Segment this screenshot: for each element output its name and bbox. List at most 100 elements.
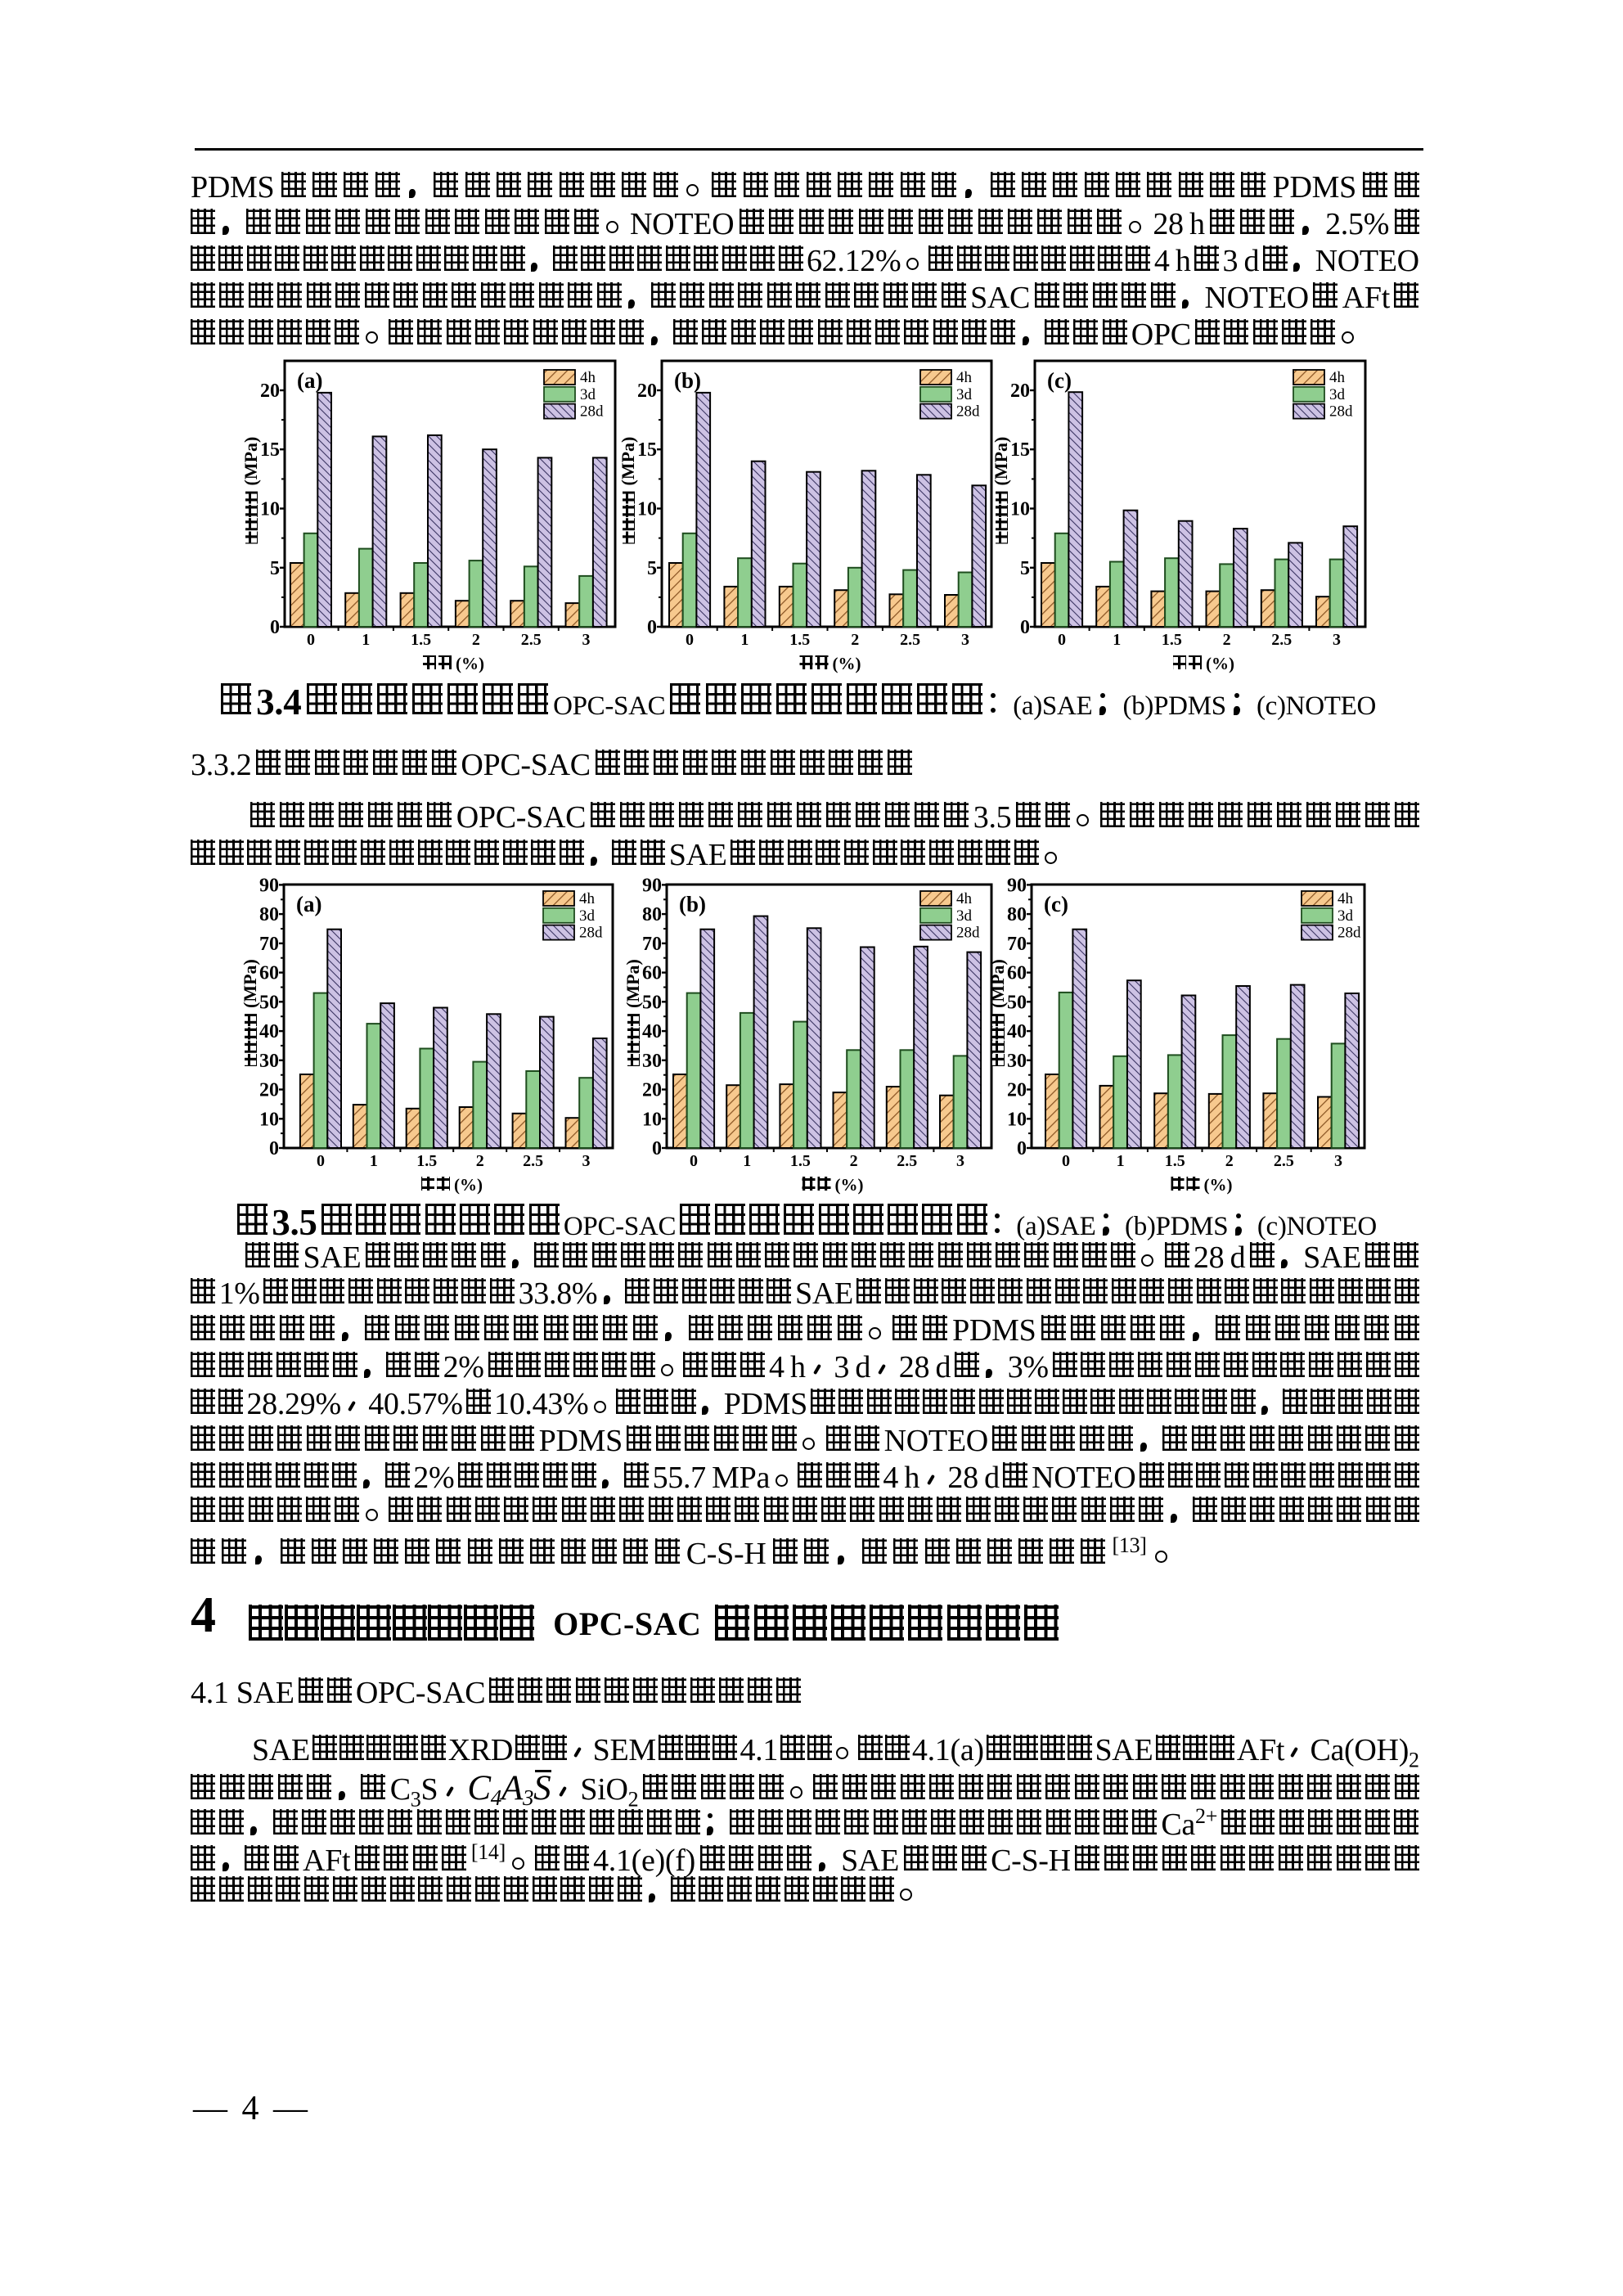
svg-text:70: 70: [642, 934, 662, 955]
svg-text:10: 10: [259, 1109, 279, 1130]
svg-text:90: 90: [259, 875, 279, 896]
svg-text:(c): (c): [1047, 368, 1072, 393]
svg-text:28d: 28d: [1338, 925, 1361, 942]
svg-text:(MPa): (MPa): [240, 959, 260, 1008]
svg-text:1: 1: [362, 631, 370, 649]
svg-text:80: 80: [642, 904, 662, 925]
svg-text:(%): (%): [1206, 654, 1234, 673]
svg-text:5: 5: [1020, 558, 1030, 579]
svg-text:(MPa): (MPa): [991, 437, 1011, 486]
svg-text:(MPa): (MPa): [987, 959, 1008, 1008]
svg-text:4h: 4h: [1329, 369, 1346, 386]
svg-text:1: 1: [740, 631, 749, 649]
svg-text:3: 3: [956, 1152, 964, 1170]
svg-text:1.5: 1.5: [416, 1152, 437, 1170]
svg-text:28d: 28d: [956, 403, 980, 421]
svg-text:3d: 3d: [1329, 386, 1346, 403]
svg-text:90: 90: [642, 875, 662, 896]
svg-text:1: 1: [1117, 1152, 1125, 1170]
svg-text:1.5: 1.5: [789, 631, 810, 649]
svg-text:0: 0: [1020, 617, 1030, 638]
svg-text:1: 1: [1113, 631, 1121, 649]
svg-text:3d: 3d: [580, 386, 596, 403]
svg-text:0: 0: [647, 617, 657, 638]
svg-text:10: 10: [1010, 499, 1030, 520]
svg-text:70: 70: [259, 934, 279, 955]
svg-text:90: 90: [1007, 875, 1027, 896]
svg-text:4h: 4h: [956, 890, 973, 907]
svg-text:2.5: 2.5: [521, 631, 542, 649]
svg-text:28d: 28d: [579, 925, 603, 942]
svg-text:60: 60: [642, 963, 662, 984]
svg-text:2.5: 2.5: [1274, 1152, 1294, 1170]
svg-text:4h: 4h: [580, 369, 596, 386]
svg-text:(MPa): (MPa): [623, 959, 643, 1008]
svg-text:1: 1: [370, 1152, 378, 1170]
svg-text:60: 60: [1007, 963, 1027, 984]
svg-text:2: 2: [472, 631, 480, 649]
svg-text:2.5: 2.5: [1271, 631, 1292, 649]
svg-text:28d: 28d: [1329, 403, 1353, 421]
svg-text:2: 2: [1225, 1152, 1234, 1170]
svg-text:15: 15: [637, 439, 657, 461]
svg-text:1.5: 1.5: [1165, 1152, 1185, 1170]
svg-text:0: 0: [269, 1138, 279, 1159]
svg-text:0: 0: [1058, 631, 1066, 649]
svg-text:(%): (%): [833, 654, 861, 673]
svg-text:70: 70: [1007, 934, 1027, 955]
svg-text:1: 1: [743, 1152, 751, 1170]
svg-text:4h: 4h: [579, 890, 596, 907]
svg-text:4h: 4h: [956, 369, 973, 386]
svg-text:40: 40: [259, 1021, 279, 1042]
svg-text:20: 20: [642, 1080, 662, 1101]
svg-text:50: 50: [1007, 992, 1027, 1013]
svg-text:2: 2: [476, 1152, 484, 1170]
svg-text:(a): (a): [296, 892, 321, 916]
svg-text:3d: 3d: [956, 907, 973, 925]
svg-text:0: 0: [1062, 1152, 1070, 1170]
svg-text:2: 2: [851, 631, 859, 649]
svg-text:15: 15: [1010, 439, 1030, 461]
svg-text:10: 10: [637, 499, 657, 520]
svg-text:2.5: 2.5: [900, 631, 920, 649]
svg-text:(b): (b): [674, 368, 701, 393]
svg-text:20: 20: [1010, 380, 1030, 402]
svg-text:0: 0: [317, 1152, 325, 1170]
svg-text:0: 0: [652, 1138, 662, 1159]
svg-text:3: 3: [1334, 1152, 1342, 1170]
svg-text:3: 3: [582, 631, 591, 649]
svg-text:0: 0: [1017, 1138, 1027, 1159]
svg-text:3d: 3d: [956, 386, 973, 403]
svg-text:50: 50: [259, 992, 279, 1013]
svg-text:80: 80: [259, 904, 279, 925]
svg-text:15: 15: [260, 439, 280, 461]
svg-text:5: 5: [270, 558, 280, 579]
svg-text:1.5: 1.5: [411, 631, 431, 649]
svg-text:(c): (c): [1044, 892, 1068, 916]
svg-text:30: 30: [259, 1051, 279, 1072]
svg-text:1.5: 1.5: [1162, 631, 1182, 649]
svg-text:(%): (%): [456, 654, 484, 673]
svg-text:20: 20: [637, 380, 657, 402]
svg-text:(b): (b): [679, 892, 706, 916]
svg-text:3: 3: [961, 631, 969, 649]
svg-text:30: 30: [642, 1051, 662, 1072]
svg-text:3: 3: [582, 1152, 591, 1170]
svg-text:(MPa): (MPa): [618, 437, 638, 486]
svg-text:2.5: 2.5: [523, 1152, 543, 1170]
svg-text:(%): (%): [454, 1175, 483, 1195]
svg-text:28d: 28d: [580, 403, 604, 421]
svg-text:10: 10: [642, 1109, 662, 1130]
svg-text:0: 0: [270, 617, 280, 638]
svg-text:20: 20: [260, 380, 280, 402]
svg-text:4h: 4h: [1338, 890, 1354, 907]
svg-text:(MPa): (MPa): [241, 437, 261, 486]
svg-text:30: 30: [1007, 1051, 1027, 1072]
svg-text:0: 0: [690, 1152, 698, 1170]
svg-text:0: 0: [686, 631, 694, 649]
svg-text:60: 60: [259, 963, 279, 984]
svg-text:50: 50: [642, 992, 662, 1013]
svg-text:(%): (%): [835, 1175, 864, 1195]
svg-text:80: 80: [1007, 904, 1027, 925]
svg-text:(a): (a): [297, 368, 322, 393]
